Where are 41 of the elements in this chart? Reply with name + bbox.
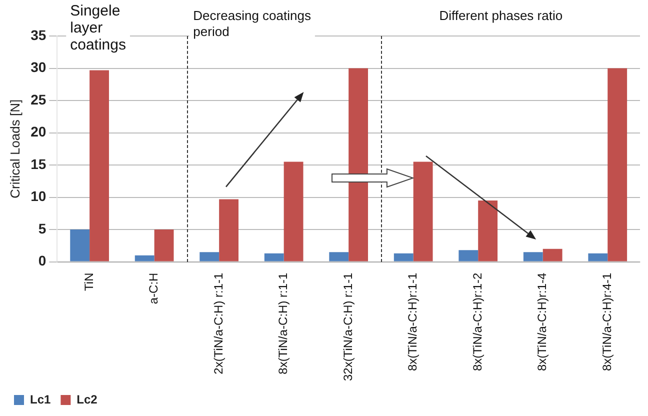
x-tick-label: 8x(TiN/a-C:H) r:1-1 — [276, 272, 290, 374]
y-tick-label: 5 — [38, 220, 46, 236]
y-tick-label: 20 — [30, 124, 46, 140]
bar — [523, 252, 543, 262]
x-tick-label: 8x(TiN/a-C:H)r:1-2 — [470, 272, 484, 371]
bar — [284, 162, 304, 262]
legend-label: Lc2 — [76, 392, 98, 406]
annotation: Decreasing coatings period — [193, 8, 312, 40]
text: Different phases ratio — [439, 8, 563, 24]
x-tick-label: 32x(TiN/a-C:H) r:1-1 — [340, 272, 355, 381]
bar — [542, 248, 562, 262]
y-tick-label: 25 — [30, 91, 46, 108]
bar — [90, 70, 109, 262]
bar — [70, 230, 90, 262]
bar — [608, 68, 628, 262]
x-tick-label: 8x(TiN/a-C:H)r:1-1 — [406, 272, 420, 371]
bar — [348, 68, 368, 262]
bar — [478, 200, 498, 262]
bar — [264, 253, 284, 262]
x-tick-label: 2x(TiN/a-C:H) r:1-1 — [211, 272, 226, 374]
y-axis-title: Critical Loads [N] — [7, 99, 22, 198]
y-tick-label: 30 — [30, 59, 46, 76]
y-tick-label: 35 — [30, 26, 46, 43]
bar — [134, 255, 154, 262]
bar — [394, 253, 414, 262]
x-tick-label: 8x(TiN/a-C:H)r:4-1 — [600, 272, 614, 371]
y-tick-label: 15 — [30, 156, 46, 172]
legend-label: Lc1 — [30, 392, 52, 406]
annotation: Singele layer coatings — [70, 2, 126, 54]
x-tick-label: a-C:H — [146, 272, 161, 304]
bar — [458, 250, 478, 262]
bar — [413, 162, 433, 262]
bar — [200, 252, 220, 262]
y-tick-label: 10 — [30, 188, 46, 204]
x-tick-label: 8x(TiN/a-C:H)r:1-4 — [535, 272, 550, 371]
bar — [154, 230, 174, 262]
bar — [329, 252, 349, 262]
y-tick-label: 0 — [38, 252, 46, 269]
bar — [219, 199, 238, 262]
bar — [588, 253, 608, 262]
x-tick-label: TiN — [82, 272, 96, 291]
